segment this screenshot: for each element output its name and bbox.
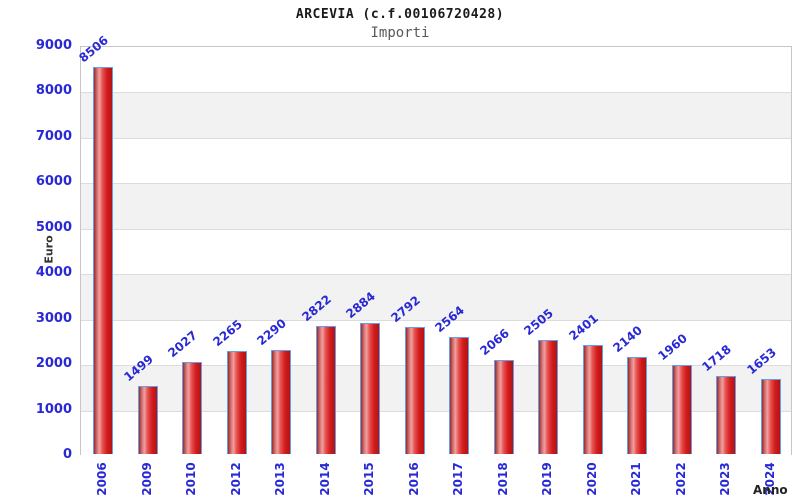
x-tick-label-2006: 2006 (95, 462, 110, 496)
y-tick-label: 6000 (35, 174, 72, 190)
y-tick-label: 8000 (35, 83, 72, 99)
x-tick-label-2015: 2015 (362, 462, 377, 496)
x-tick-label-2018: 2018 (495, 462, 510, 496)
y-tick-label: 4000 (35, 265, 72, 281)
bar-2006 (93, 67, 114, 454)
bar-2015 (360, 322, 381, 454)
gridline (81, 365, 791, 367)
y-tick-label: 3000 (35, 310, 72, 326)
plot-band (81, 92, 791, 138)
y-tick-label: 1000 (35, 401, 72, 417)
gridline (81, 92, 791, 94)
bar-2009 (137, 385, 158, 454)
bar-2014 (315, 325, 336, 454)
x-tick-label-2016: 2016 (406, 462, 421, 496)
y-tick-label: 0 (62, 447, 72, 462)
y-tick-label: 9000 (35, 38, 72, 53)
bar-2010 (182, 361, 203, 454)
bar-2012 (226, 351, 247, 454)
plot-band (81, 319, 791, 366)
gridline (81, 137, 791, 139)
plot-band (81, 47, 791, 93)
plot-band (81, 137, 791, 184)
y-tick-label: 7000 (35, 128, 72, 144)
gridline (81, 319, 791, 321)
bar-2016 (404, 327, 425, 454)
bar-2020 (582, 344, 603, 454)
chart-title: ARCEVIA (c.f.00106720428) (295, 7, 505, 22)
x-tick-label-2012: 2012 (228, 462, 243, 496)
x-tick-label-2013: 2013 (273, 462, 288, 496)
y-tick-label: 2000 (35, 356, 72, 372)
x-axis-title: Anno (753, 483, 788, 497)
bar-2017 (449, 337, 470, 454)
gridline (81, 274, 791, 276)
plot-band (81, 274, 791, 320)
bar-2019 (538, 340, 559, 454)
bar-2024 (760, 378, 781, 454)
plot-area: 8506 1499 2027 2265 2290 2822 2884 2792 2564 2066… (77, 33, 792, 456)
plot-band (81, 228, 791, 275)
x-tick-label-2021: 2021 (629, 462, 644, 496)
x-tick-label-2020: 2020 (584, 462, 599, 496)
gridline (81, 410, 791, 412)
x-tick-label-2010: 2010 (184, 462, 199, 496)
bar-2018 (493, 360, 514, 454)
x-tick-label-2023: 2023 (718, 462, 733, 496)
chart-subtitle: Importi (370, 25, 430, 41)
bar-2023 (716, 375, 737, 454)
x-tick-label-2014: 2014 (317, 462, 332, 496)
x-tick-label-2022: 2022 (673, 462, 688, 496)
plot-band (81, 183, 791, 229)
x-tick-label-2009: 2009 (139, 462, 154, 496)
gridline (81, 228, 791, 230)
bar-2021 (627, 356, 648, 454)
x-tick-label-2017: 2017 (451, 462, 466, 496)
x-tick-label-2019: 2019 (540, 462, 555, 496)
y-tick-label: 5000 (35, 219, 72, 235)
bar-2013 (271, 349, 292, 454)
gridline (81, 183, 791, 185)
bar-2022 (671, 364, 692, 454)
